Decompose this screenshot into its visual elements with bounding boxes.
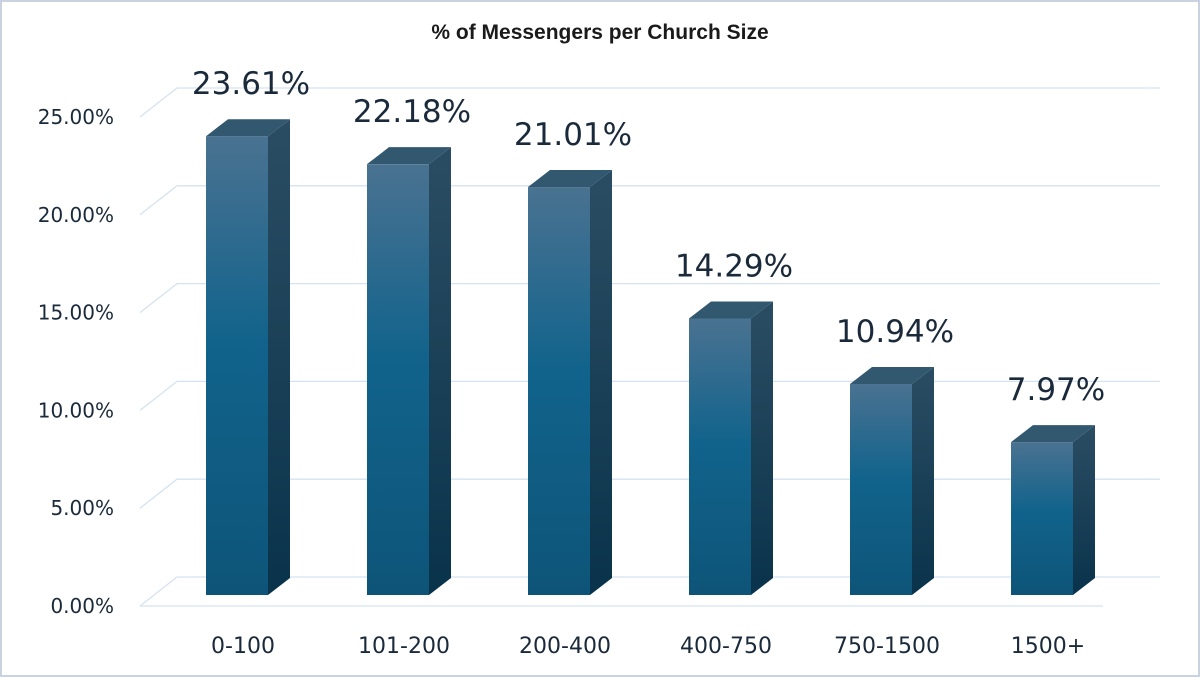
- bar: [689, 301, 773, 595]
- y-tick-label: 10.00%: [38, 398, 114, 422]
- y-tick-label: 0.00%: [50, 594, 114, 618]
- data-label: 7.97%: [1007, 372, 1105, 408]
- bar-side-face: [590, 170, 612, 595]
- x-tick-label: 0-100: [211, 634, 275, 659]
- gridline: [139, 380, 1160, 411]
- bar: [1011, 425, 1095, 595]
- x-axis-ticks: 0-100 101-200 200-400 400-750 750-1500 1500+: [211, 634, 1085, 659]
- x-tick-label: 750-1500: [834, 634, 940, 659]
- gridlines: [139, 87, 1160, 607]
- bar: [528, 170, 612, 595]
- x-tick-label: 1500+: [1011, 634, 1085, 659]
- bar-top-face: [1011, 425, 1095, 443]
- y-tick-label: 15.00%: [38, 301, 114, 325]
- data-label: 23.61%: [192, 66, 310, 102]
- bar: [206, 119, 290, 595]
- bar-side-face: [429, 147, 451, 596]
- bar-side-face: [1073, 425, 1095, 595]
- y-tick-label: 25.00%: [38, 105, 114, 129]
- bar-front-face: [689, 318, 751, 595]
- bar-front-face: [850, 384, 912, 595]
- bar-front-face: [528, 187, 590, 595]
- x-tick-label: 101-200: [358, 634, 450, 659]
- bar-top-face: [689, 301, 773, 319]
- data-label: 21.01%: [514, 117, 632, 153]
- gridline: [139, 576, 1160, 607]
- bar-top-face: [206, 119, 290, 137]
- bar-side-face: [751, 301, 773, 595]
- gridline: [139, 282, 1160, 314]
- chart-title: % of Messengers per Church Size: [431, 21, 768, 44]
- bar-top-face: [850, 367, 934, 385]
- data-label: 10.94%: [836, 314, 954, 350]
- bar-top-face: [367, 147, 451, 165]
- y-tick-label: 5.00%: [50, 496, 114, 520]
- bars: [206, 119, 1095, 596]
- y-tick-label: 20.00%: [38, 203, 114, 227]
- x-tick-label: 200-400: [519, 634, 611, 659]
- x-tick-label: 400-750: [680, 634, 772, 659]
- gridline: [139, 185, 1160, 216]
- gridline: [139, 478, 1160, 509]
- data-label: 22.18%: [353, 94, 471, 130]
- bar: [367, 147, 451, 596]
- data-label: 14.29%: [675, 248, 793, 284]
- bar-front-face: [1011, 442, 1073, 595]
- data-labels: 23.61% 22.18% 21.01% 14.29% 10.94% 7.97%: [192, 66, 1105, 408]
- bar-side-face: [912, 367, 934, 595]
- bar-side-face: [268, 119, 290, 595]
- bar-front-face: [367, 164, 429, 596]
- bar: [850, 367, 934, 595]
- bar-top-face: [528, 170, 612, 188]
- gridline: [139, 87, 1160, 118]
- y-axis-ticks: 0.00% 5.00% 10.00% 15.00% 20.00% 25.00%: [38, 105, 114, 618]
- bar-front-face: [206, 136, 268, 595]
